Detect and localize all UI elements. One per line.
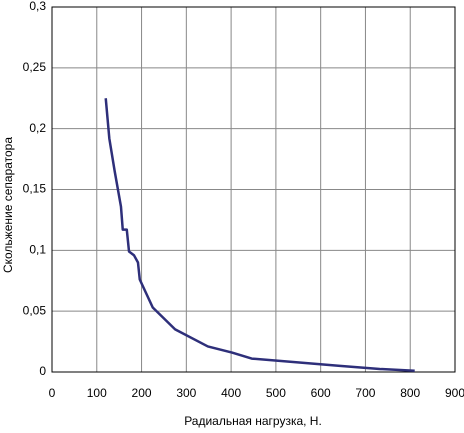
y-tick-label: 0,1	[29, 243, 46, 257]
x-tick-label: 900	[445, 386, 464, 400]
x-tick-label: 600	[311, 386, 331, 400]
y-tick-label: 0,25	[23, 60, 47, 74]
y-axis-label: Скольжение сепаратора	[1, 137, 15, 273]
y-tick-label: 0,05	[23, 303, 47, 317]
x-tick-label: 500	[266, 386, 286, 400]
y-tick-label: 0,15	[23, 182, 47, 196]
x-axis-label: Радиальная нагрузка, Н.	[184, 414, 322, 428]
x-tick-label: 800	[400, 386, 420, 400]
y-tick-label: 0	[39, 364, 46, 378]
y-tick-label: 0,2	[29, 121, 46, 135]
line	[104, 98, 415, 373]
x-tick-label: 700	[355, 386, 375, 400]
plot-frame	[51, 6, 456, 373]
x-tick-label: 0	[49, 386, 56, 400]
x-tick-label: 400	[221, 386, 241, 400]
y-tick-label: 0,3	[29, 0, 46, 13]
x-tick-label: 100	[87, 386, 107, 400]
x-tick-label: 300	[176, 386, 196, 400]
x-tick-label: 200	[132, 386, 152, 400]
